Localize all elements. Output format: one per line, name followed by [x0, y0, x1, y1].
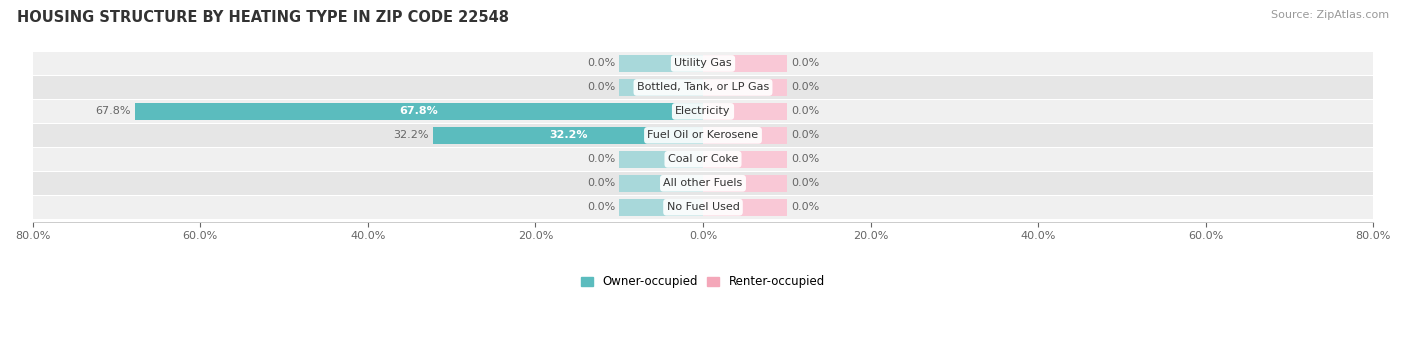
- Bar: [703, 103, 787, 120]
- Text: 0.0%: 0.0%: [792, 106, 820, 116]
- Text: 0.0%: 0.0%: [792, 58, 820, 69]
- Text: 0.0%: 0.0%: [586, 58, 614, 69]
- Text: HOUSING STRUCTURE BY HEATING TYPE IN ZIP CODE 22548: HOUSING STRUCTURE BY HEATING TYPE IN ZIP…: [17, 10, 509, 25]
- Text: Electricity: Electricity: [675, 106, 731, 116]
- Text: 0.0%: 0.0%: [792, 130, 820, 140]
- Text: 0.0%: 0.0%: [792, 83, 820, 92]
- Bar: [703, 198, 787, 216]
- Bar: [32, 172, 1374, 195]
- Legend: Owner-occupied, Renter-occupied: Owner-occupied, Renter-occupied: [581, 275, 825, 288]
- Bar: [619, 198, 703, 216]
- Text: No Fuel Used: No Fuel Used: [666, 202, 740, 212]
- Bar: [32, 100, 1374, 123]
- Text: 0.0%: 0.0%: [792, 154, 820, 164]
- Bar: [32, 76, 1374, 99]
- Bar: [32, 196, 1374, 219]
- Bar: [135, 103, 703, 120]
- Bar: [619, 151, 703, 168]
- Text: Fuel Oil or Kerosene: Fuel Oil or Kerosene: [647, 130, 759, 140]
- Text: Coal or Coke: Coal or Coke: [668, 154, 738, 164]
- Bar: [703, 151, 787, 168]
- Text: Bottled, Tank, or LP Gas: Bottled, Tank, or LP Gas: [637, 83, 769, 92]
- Bar: [433, 127, 703, 144]
- Text: Source: ZipAtlas.com: Source: ZipAtlas.com: [1271, 10, 1389, 20]
- Bar: [619, 175, 703, 192]
- Text: 0.0%: 0.0%: [792, 178, 820, 188]
- Bar: [32, 124, 1374, 147]
- Text: 0.0%: 0.0%: [586, 178, 614, 188]
- Bar: [32, 148, 1374, 171]
- Text: 0.0%: 0.0%: [586, 202, 614, 212]
- Bar: [135, 103, 703, 120]
- Text: All other Fuels: All other Fuels: [664, 178, 742, 188]
- Bar: [619, 79, 703, 96]
- Bar: [433, 127, 703, 144]
- Bar: [32, 52, 1374, 75]
- Text: Utility Gas: Utility Gas: [675, 58, 731, 69]
- Text: 0.0%: 0.0%: [792, 202, 820, 212]
- Text: 0.0%: 0.0%: [586, 154, 614, 164]
- Text: 0.0%: 0.0%: [586, 83, 614, 92]
- Text: 67.8%: 67.8%: [96, 106, 131, 116]
- Text: 32.2%: 32.2%: [394, 130, 429, 140]
- Bar: [703, 127, 787, 144]
- Text: 32.2%: 32.2%: [548, 130, 588, 140]
- Bar: [703, 79, 787, 96]
- Bar: [703, 55, 787, 72]
- Bar: [703, 175, 787, 192]
- Text: 67.8%: 67.8%: [399, 106, 439, 116]
- Bar: [619, 55, 703, 72]
